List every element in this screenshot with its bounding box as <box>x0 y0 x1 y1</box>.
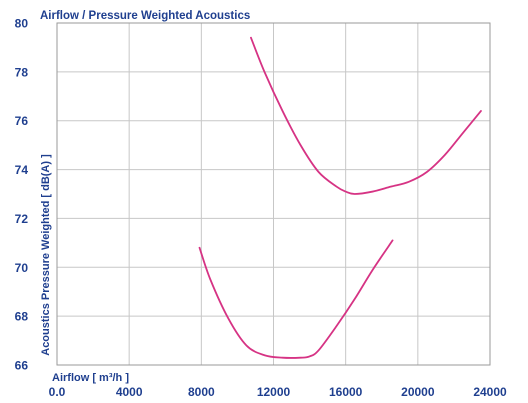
y-tick-label: 72 <box>15 212 29 226</box>
x-tick-label: 0.0 <box>49 385 66 399</box>
y-tick-label: 78 <box>15 65 29 79</box>
x-tick-label: 4000 <box>116 385 143 399</box>
x-tick-label: 16000 <box>329 385 363 399</box>
grid <box>56 22 491 366</box>
y-tick-label: 80 <box>15 17 29 31</box>
y-tick-label: 68 <box>15 310 29 324</box>
series-layer <box>198 36 482 359</box>
y-tick-label: 76 <box>15 114 29 128</box>
series-line-1 <box>250 36 482 195</box>
x-tick-label: 20000 <box>401 385 435 399</box>
series-line-2 <box>198 239 394 359</box>
y-tick-label: 66 <box>15 359 29 373</box>
plot-frame <box>56 22 491 366</box>
x-tick-label: 24000 <box>473 385 507 399</box>
chart-title: Airflow / Pressure Weighted Acoustics <box>40 10 250 22</box>
y-tick-label: 70 <box>15 261 29 275</box>
x-tick-label: 12000 <box>257 385 291 399</box>
y-axis-label: Acoustics Pressure Weighted [ dB(A) ] <box>40 154 52 356</box>
x-axis-label: Airflow [ m³/h ] <box>52 372 129 384</box>
x-tick-label: 8000 <box>188 385 215 399</box>
x-axis-ticks: 0.0 4000 8000 12000 16000 20000 24000 <box>49 385 507 399</box>
y-axis-ticks: 66 68 70 72 74 76 78 80 <box>15 17 29 373</box>
y-tick-label: 74 <box>15 163 29 177</box>
